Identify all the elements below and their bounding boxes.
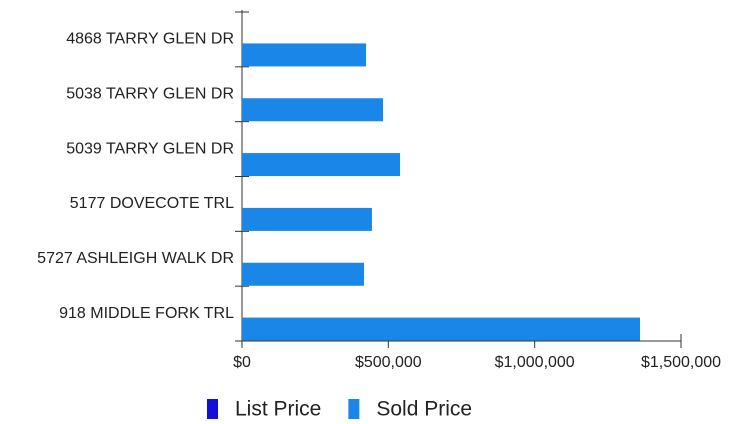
legend-label: List Price (235, 398, 321, 421)
x-tick-label: $0 (233, 354, 251, 371)
y-tick-label: 918 MIDDLE FORK TRL (59, 305, 234, 322)
x-tick-label: $500,000 (355, 354, 422, 371)
bar (242, 317, 641, 341)
y-tick-label: 4868 TARRY GLEN DR (66, 31, 234, 48)
y-tick-label: 5177 DOVECOTE TRL (70, 195, 234, 212)
bar (242, 262, 365, 286)
bar (242, 43, 367, 67)
y-tick-label: 5727 ASHLEIGH WALK DR (37, 250, 234, 267)
x-tick-label: $1,000,000 (495, 354, 575, 371)
legend-swatch (348, 399, 360, 419)
legend-label: Sold Price (376, 398, 472, 421)
y-tick-label: 5039 TARRY GLEN DR (66, 140, 234, 157)
bar (242, 207, 372, 231)
legend: List Price Sold Price (207, 398, 472, 421)
legend-swatch (207, 399, 218, 419)
x-tick-label: $1,500,000 (641, 354, 721, 371)
bar (242, 98, 384, 122)
y-tick-label: 5038 TARRY GLEN DR (66, 85, 234, 102)
bar (242, 153, 401, 177)
